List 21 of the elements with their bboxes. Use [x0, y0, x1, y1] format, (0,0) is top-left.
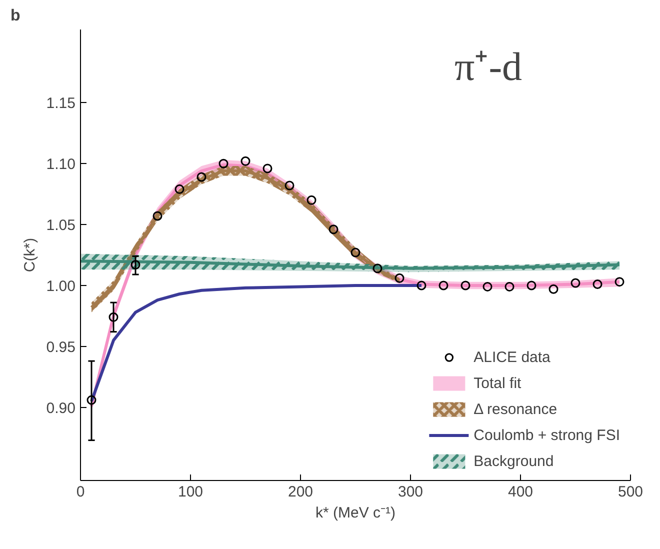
y-tick-label: 0.90	[46, 400, 76, 417]
legend-label: Δ resonance	[474, 400, 558, 418]
x-tick-label: 500	[618, 484, 644, 500]
legend-label: ALICE data	[474, 348, 550, 366]
y-axis-title: C(k*)	[21, 238, 38, 272]
y-tick-label: 1.05	[46, 217, 76, 234]
text: b	[10, 8, 20, 24]
y-tick-label: 1.10	[46, 156, 76, 174]
y-tick-label: 1.15	[46, 95, 76, 112]
x-tick-label: 300	[398, 484, 424, 500]
annotation: π⁺-d	[454, 44, 522, 90]
x-tick-label: 400	[508, 484, 534, 500]
legend-label: Coulomb + strong FSI	[474, 426, 620, 444]
x-axis-title: k* (MeV c⁻¹)	[316, 504, 396, 522]
y-tick-label: 0.95	[46, 338, 76, 356]
x-tick-label: 100	[178, 484, 204, 500]
legend-label: Total fit	[474, 374, 522, 392]
x-tick-label: 200	[288, 484, 314, 500]
x-tick-label: 0	[76, 484, 85, 500]
y-tick-label: 1.00	[46, 278, 76, 295]
legend-label: Background	[474, 452, 554, 470]
